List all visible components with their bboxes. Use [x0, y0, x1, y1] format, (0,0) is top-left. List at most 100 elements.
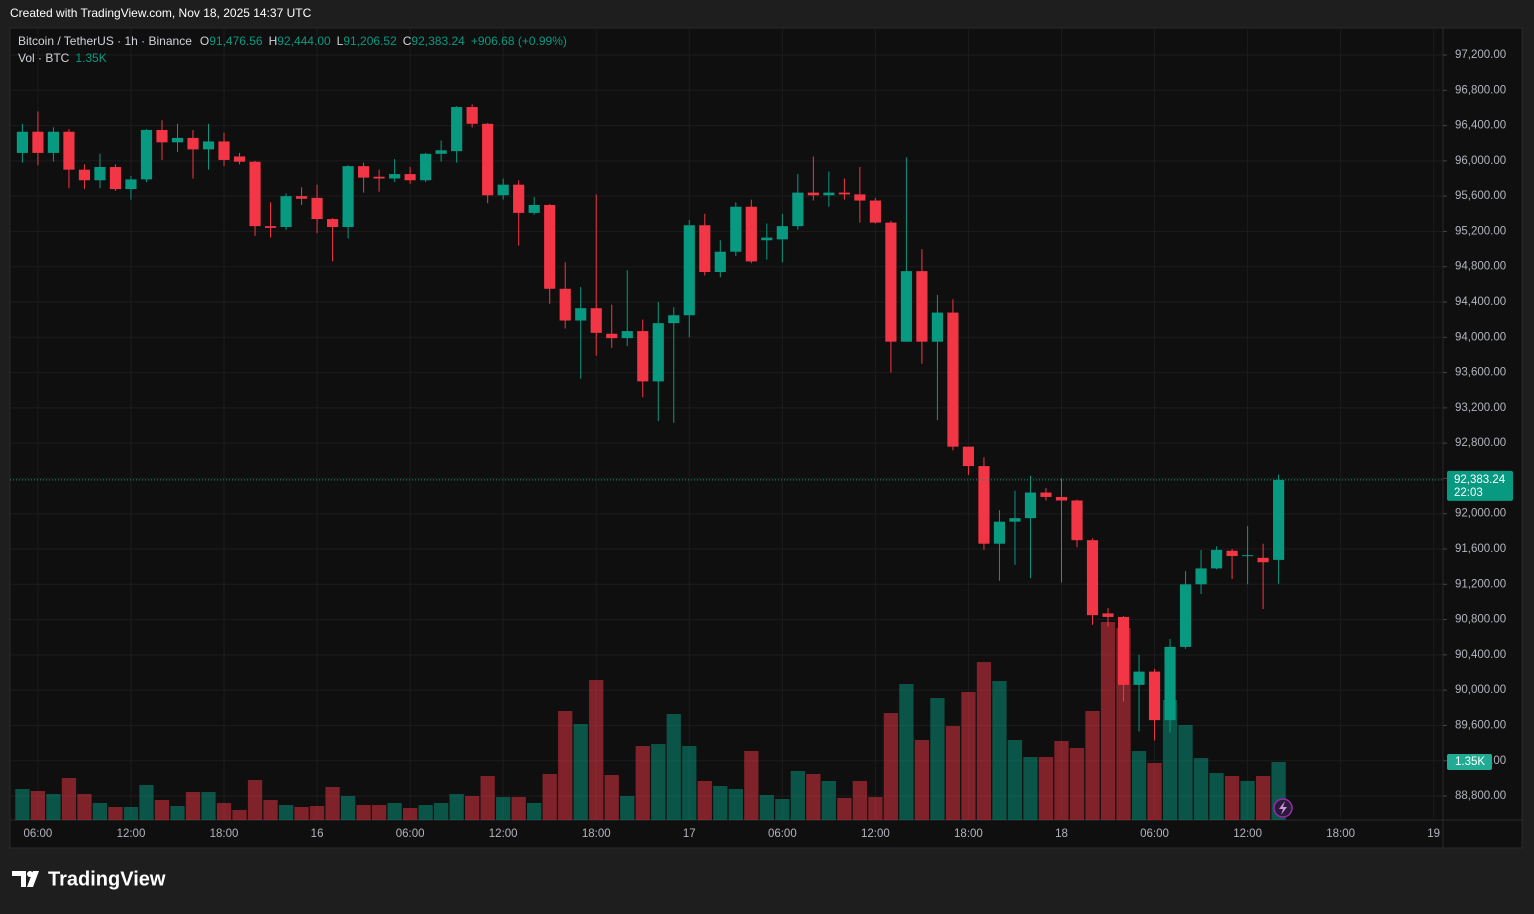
candle-body [854, 194, 866, 201]
candle-body [652, 323, 664, 382]
ohlc-key: H [269, 34, 278, 48]
candle-body [993, 521, 1006, 544]
grid [10, 28, 1443, 820]
y-tick-label: 89,600.00 [1455, 719, 1506, 731]
x-tick-label: 06:00 [1140, 828, 1169, 840]
candle-body [249, 161, 261, 227]
candle-body [435, 150, 447, 154]
change: +906.68 (+0.99%) [471, 34, 567, 48]
candle-body [404, 174, 416, 181]
symbol-title: Bitcoin / TetherUS · 1h · Binance [18, 34, 192, 48]
candle-body [807, 192, 819, 196]
candle-body [218, 141, 230, 160]
candle-body [544, 204, 556, 289]
ohlc-value: 91,206.52 [343, 34, 397, 48]
volume-bar [511, 797, 526, 820]
volume-bar [154, 799, 170, 820]
volume-legend: Vol · BTC 1.35K [18, 51, 107, 65]
y-tick-label: 88,800.00 [1455, 790, 1506, 802]
volume-bar [278, 805, 294, 820]
volume-bar [713, 785, 728, 820]
volume-bar [216, 802, 232, 820]
volume-bar [1069, 748, 1085, 820]
candle-body [63, 131, 75, 170]
x-tick-label: 18:00 [954, 828, 983, 840]
ohlc-value: 92,383.24 [411, 34, 465, 48]
volume-value: 1.35K [75, 51, 106, 65]
candle-body [311, 197, 323, 220]
volume-bar [573, 724, 588, 820]
logo-dot [27, 871, 33, 877]
volume-bar [263, 799, 278, 820]
volume-bar [15, 788, 30, 820]
y-tick-label: 93,200.00 [1455, 402, 1506, 414]
candle-body [931, 312, 944, 342]
y-tick-label: 97,200.00 [1455, 49, 1506, 61]
y-tick-label: 93,600.00 [1455, 367, 1506, 379]
volume-bar [1007, 740, 1023, 820]
volume-title: Vol · BTC [18, 51, 70, 65]
candle-body [513, 184, 525, 213]
candle-body [621, 331, 633, 339]
volume-bar [449, 794, 464, 820]
volume-bar [744, 751, 759, 820]
candle-body [280, 196, 292, 228]
volume-bar [868, 797, 883, 820]
candle-body [714, 251, 726, 273]
x-tick-label: 06:00 [768, 828, 797, 840]
candle-body [1117, 616, 1130, 685]
candles [16, 104, 1285, 741]
countdown: 22:03 [1454, 487, 1483, 499]
candle-body [916, 271, 928, 342]
volume-bar [123, 806, 139, 820]
volume-bar [837, 798, 852, 820]
volume-bar [775, 798, 790, 820]
candle-body [730, 206, 742, 252]
candle-body [1133, 671, 1145, 685]
candle-body [699, 225, 711, 273]
candle-body [947, 312, 959, 447]
volume-bar [589, 680, 604, 820]
volume-bar [309, 805, 325, 820]
volume-bar [1100, 622, 1116, 820]
volume-bar [247, 780, 263, 820]
y-tick-label: 90,000.00 [1455, 684, 1506, 696]
volume-bar [961, 692, 976, 820]
candle-body [683, 225, 695, 316]
volume-bar [1255, 776, 1271, 820]
alert-bolt [1279, 801, 1287, 815]
candle-body [1210, 549, 1223, 569]
candle-body [358, 166, 370, 178]
last-price-badge [1447, 470, 1513, 501]
x-tick-label: 12:00 [861, 828, 890, 840]
x-tick-label: 06:00 [24, 828, 53, 840]
ohlc-key: L [337, 34, 344, 48]
candle-body [389, 174, 401, 179]
candle-body [125, 179, 137, 190]
volume-bar [418, 805, 433, 820]
x-tick-label: 12:00 [117, 828, 146, 840]
candle-body [1024, 492, 1037, 519]
y-tick-label: 92,800.00 [1455, 437, 1506, 449]
volume-bar [790, 770, 805, 820]
candle-body [1195, 568, 1207, 585]
volume-bar [1240, 781, 1255, 820]
volume-bar [1209, 773, 1224, 820]
volume-bar [185, 791, 201, 820]
candle-body [78, 169, 91, 181]
candle-body [900, 271, 912, 342]
volume-bar [46, 794, 61, 820]
volume-bar [1147, 763, 1162, 820]
volume-bar [232, 809, 247, 820]
y-tick-label: 94,800.00 [1455, 261, 1506, 273]
volume-bar [465, 795, 480, 820]
volume-bar [527, 802, 542, 820]
volume-bar [1224, 776, 1240, 820]
candle-body [140, 129, 153, 180]
volume-bar [1085, 710, 1100, 820]
volume-bar [1038, 756, 1054, 820]
volume-bar [480, 776, 495, 820]
volume-bar [1131, 751, 1147, 820]
